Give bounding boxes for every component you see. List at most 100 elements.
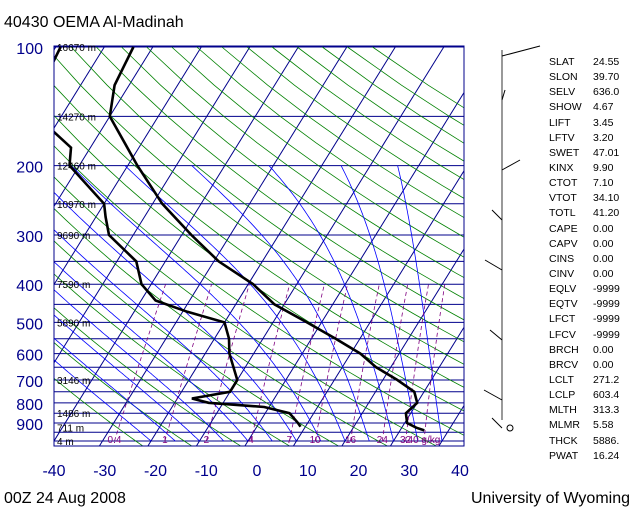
index-key: CINS [549,252,575,265]
mixing-ratio-label: 10 [310,435,322,446]
mixing-ratio-line [314,284,348,442]
index-row: SLAT 24.55 [549,55,639,70]
wind-barb [501,159,521,171]
index-key: SLON [549,71,578,84]
dry-adiabat-line [54,85,464,388]
index-row: CTOT 7.10 [549,176,639,191]
temperature-profile-line [108,46,425,432]
index-value: 9.90 [593,161,614,174]
index-row: EQLV -9999 [549,282,639,297]
index-row: THCK 5886. [549,434,639,449]
wind-barb [501,89,506,101]
height-label: 5890 m [57,318,90,329]
index-row: LFCT -9999 [549,312,639,327]
index-value: -9999 [593,283,620,296]
moist-adiabat-line [54,229,273,442]
temperature-tick-label: 30 [400,463,418,480]
index-row: KINX 9.90 [549,161,639,176]
index-row: SLON 39.70 [549,70,639,85]
index-value: 47.01 [593,146,620,159]
isotherm-line [292,169,464,446]
index-value: 0.00 [593,237,614,250]
isotherm-line [54,46,251,364]
mixing-ratio-label: 16 [345,435,357,446]
temperature-tick-label: 0 [253,463,262,480]
data-source-label: University of Wyoming [470,490,630,507]
isotherm-line [54,46,202,286]
mixing-ratio-label: 1 [162,435,168,446]
height-label: 4 m [57,437,74,448]
height-label: 711 m [57,424,84,435]
dry-adiabat-line [54,145,464,436]
mixing-ratio-label: 7 [287,435,293,446]
index-value: 41.20 [593,207,620,220]
mixing-ratio-label: 2 [204,435,210,446]
index-value: 636.0 [593,86,620,99]
temperature-tick-label: 20 [350,463,368,480]
index-value: 34.10 [593,192,620,205]
temperature-tick-label: 10 [299,463,317,480]
index-key: LIFT [549,116,571,129]
temperature-tick-label: -20 [144,463,167,480]
index-key: SHOW [549,101,582,114]
index-value: -9999 [593,313,620,326]
pressure-tick-label: 200 [16,160,43,177]
index-value: -9999 [593,298,620,311]
wind-barb [501,45,541,57]
index-value: 5886. [593,434,620,447]
index-row: MLMR 5.58 [549,418,639,433]
index-key: MLTH [549,404,577,417]
index-key: CINV [549,267,575,280]
index-key: THCK [549,434,578,447]
index-value: 0.00 [593,252,614,265]
index-value: 0.00 [593,358,614,371]
index-value: 39.70 [593,71,620,84]
index-key: CAPV [549,237,578,250]
plot-frame [53,45,465,447]
plot-area [54,46,464,446]
index-key: BRCV [549,358,579,371]
moist-adiabat-line [124,165,346,442]
station-title: 40430 OEMA Al-Madinah [4,14,184,31]
dry-adiabat-line [54,240,340,446]
moist-adiabat-line [54,337,176,442]
mixing-ratio-label: 32 [400,435,412,446]
isotherm-line [54,46,105,130]
height-label: 7590 m [57,280,90,291]
index-row: SELV 636.0 [549,85,639,100]
mixing-ratio-line [114,284,166,442]
index-row: BRCV 0.00 [549,358,639,373]
index-key: CTOT [549,177,578,190]
index-key: SLAT [549,56,575,68]
index-key: EQLV [549,283,577,296]
index-row: TOTL 41.20 [549,206,639,221]
index-row: LFTV 3.20 [549,131,639,146]
index-value: 7.10 [593,177,614,190]
stability-indices-list: SLAT 24.55 SLON 39.70 SELV 636.0 SHOW 4.67 LIFT 3… [549,55,639,464]
moist-adiabat-line [54,289,225,442]
index-row: LFCV -9999 [549,328,639,343]
isotherm-line [244,91,464,446]
index-row: SWET 47.01 [549,146,639,161]
mixing-ratio-line [164,284,212,442]
mixing-ratio-line [350,284,380,442]
index-value: 0.00 [593,222,614,235]
pressure-tick-label: 300 [16,229,43,246]
index-key: LCLT [549,373,574,386]
pressure-tick-label: 500 [16,316,43,333]
index-key: CAPE [549,222,578,235]
index-key: LCLP [549,389,576,402]
wind-barb [483,389,503,401]
index-value: 24.55 [593,56,620,68]
index-key: EQTV [549,298,578,311]
mixing-ratio-line [381,284,409,442]
index-key: SWET [549,146,580,159]
pressure-tick-label: 800 [16,397,43,414]
mixing-ratio-line [405,284,429,442]
mixing-ratio-label: 40 g/kg [408,435,441,446]
index-value: 0.00 [593,343,614,356]
index-value: 0.00 [593,267,614,280]
index-value: 3.45 [593,116,614,129]
index-key: LFCT [549,313,576,326]
